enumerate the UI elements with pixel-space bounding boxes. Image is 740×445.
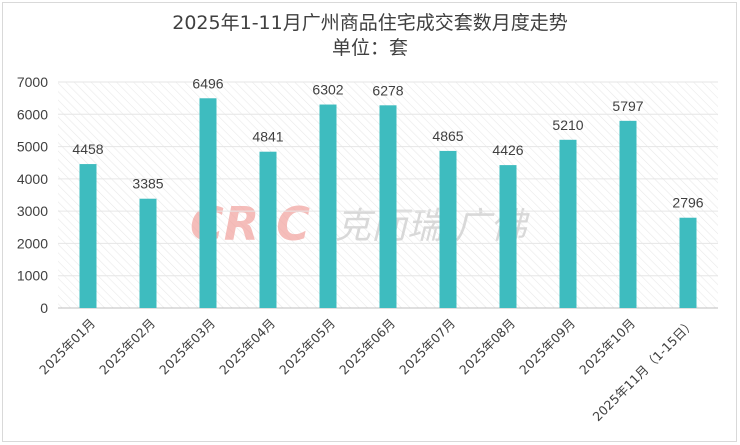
x-tick-label: 2025年09月 [516,316,578,378]
y-tick-label: 6000 [17,106,48,122]
bar [379,105,397,308]
x-tick-label: 2025年10月 [576,316,638,378]
x-tick-label: 2025年07月 [396,316,458,378]
bars [79,98,697,308]
y-tick-label: 7000 [17,74,48,90]
bar [559,139,577,308]
watermark-logo: CRIC 克而瑞·广佛 [190,197,530,251]
watermark-name: 克而瑞·广佛 [335,206,530,247]
data-label: 4841 [252,129,283,145]
data-label: 5210 [552,117,583,133]
bar [259,151,277,308]
x-tick-label: 2025年03月 [156,316,218,378]
x-axis: 2025年01月2025年02月2025年03月2025年04月2025年05月… [36,316,698,425]
bar [499,165,517,308]
y-tick-label: 2000 [17,235,48,251]
y-tick-label: 3000 [17,203,48,219]
x-tick-label: 2025年02月 [96,316,158,378]
data-label: 4865 [432,128,463,144]
chart-subtitle: 单位：套 [332,37,408,59]
bar [319,104,337,308]
x-tick-label: 2025年11月（1-15日） [590,316,699,425]
data-label: 3385 [132,176,163,192]
bar [79,164,97,308]
x-tick-label: 2025年05月 [276,316,338,378]
y-tick-label: 0 [40,300,48,316]
x-tick-label: 2025年04月 [216,316,278,378]
data-label: 6496 [192,75,223,91]
y-tick-label: 4000 [17,171,48,187]
data-label: 4458 [72,141,103,157]
data-label: 6302 [312,82,343,98]
bar [139,198,157,308]
data-labels: 4458 3385 6496 4841 6302 6278 4865 4426 5210 5797… [72,75,703,210]
data-label: 4426 [492,142,523,158]
bar [439,150,457,308]
x-tick-label: 2025年01月 [36,316,98,378]
bar [619,120,637,308]
data-label: 6278 [372,82,403,98]
y-tick-label: 5000 [17,139,48,155]
bar [199,98,217,308]
y-tick-label: 1000 [17,268,48,284]
x-tick-label: 2025年08月 [456,316,518,378]
data-label: 5797 [612,98,643,114]
bar [679,217,697,308]
chart-title: 2025年1-11月广州商品住宅成交套数月度走势 [172,12,567,34]
data-label: 2796 [672,195,703,211]
x-tick-label: 2025年06月 [336,316,398,378]
